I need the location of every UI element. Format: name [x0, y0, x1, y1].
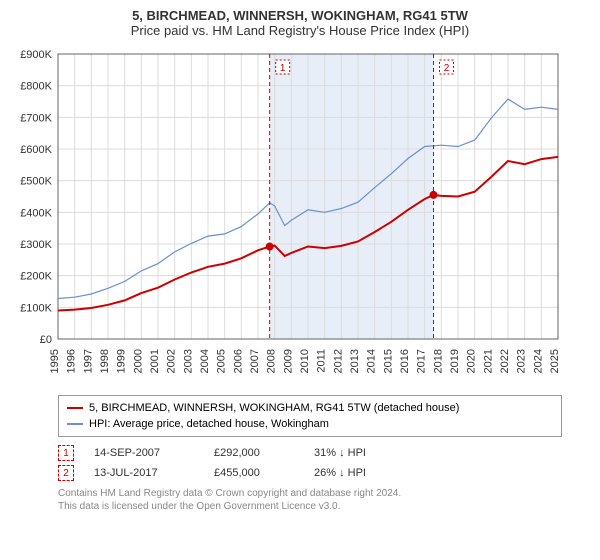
sale-price: £292,000: [214, 447, 294, 459]
legend-label: 5, BIRCHMEAD, WINNERSH, WOKINGHAM, RG41 …: [89, 402, 459, 414]
x-tick-label: 2024: [532, 349, 544, 373]
x-tick-label: 2020: [466, 349, 478, 373]
credits: Contains HM Land Registry data © Crown c…: [58, 487, 562, 513]
credits-line-2: This data is licensed under the Open Gov…: [58, 500, 562, 513]
y-tick-label: £700K: [20, 112, 52, 124]
x-tick-label: 2012: [332, 349, 344, 373]
legend-row: 5, BIRCHMEAD, WINNERSH, WOKINGHAM, RG41 …: [67, 400, 553, 416]
y-tick-label: £200K: [20, 271, 52, 283]
y-tick-label: £400K: [20, 207, 52, 219]
y-tick-label: £0: [40, 334, 52, 346]
legend-label: HPI: Average price, detached house, Woki…: [89, 418, 329, 430]
x-tick-label: 2006: [232, 349, 244, 373]
title-line-2: Price paid vs. HM Land Registry's House …: [8, 23, 592, 38]
chart-title-block: 5, BIRCHMEAD, WINNERSH, WOKINGHAM, RG41 …: [8, 8, 592, 38]
x-tick-label: 2016: [399, 349, 411, 373]
legend: 5, BIRCHMEAD, WINNERSH, WOKINGHAM, RG41 …: [58, 395, 562, 437]
sale-marker-number: 1: [280, 63, 286, 74]
x-tick-label: 2002: [166, 349, 178, 373]
sale-delta: 31% ↓ HPI: [314, 447, 366, 459]
x-tick-label: 2003: [182, 349, 194, 373]
sale-date: 14-SEP-2007: [94, 447, 194, 459]
chart-container: £0 £100K £200K £300K £400K £500K £600K £700K £80…: [8, 44, 592, 389]
x-tick-label: 2018: [432, 349, 444, 373]
y-tick-label: £300K: [20, 239, 52, 251]
sale-badge: 1: [58, 445, 74, 461]
x-tick-label: 2017: [416, 349, 428, 373]
legend-swatch: [67, 423, 83, 424]
sale-delta: 26% ↓ HPI: [314, 467, 366, 479]
y-tick-label: £100K: [20, 302, 52, 314]
x-tick-label: 2015: [382, 349, 394, 373]
sale-marker-dot: [430, 191, 438, 199]
x-tick-label: 1999: [116, 349, 128, 373]
sale-row: 2 13-JUL-2017 £455,000 26% ↓ HPI: [58, 463, 562, 483]
legend-row: HPI: Average price, detached house, Woki…: [67, 416, 553, 432]
sale-row: 1 14-SEP-2007 £292,000 31% ↓ HPI: [58, 443, 562, 463]
sale-badge: 2: [58, 465, 74, 481]
y-tick-label: £500K: [20, 176, 52, 188]
x-tick-label: 2022: [499, 349, 511, 373]
x-tick-label: 2013: [349, 349, 361, 373]
y-tick-label: £800K: [20, 81, 52, 93]
x-tick-label: 2019: [449, 349, 461, 373]
x-tick-label: 1998: [99, 349, 111, 373]
y-tick-label: £600K: [20, 144, 52, 156]
sale-marker-dot: [266, 243, 274, 251]
x-tick-label: 1996: [66, 349, 78, 373]
y-tick-label: £900K: [20, 49, 52, 61]
x-tick-label: 2010: [299, 349, 311, 373]
x-tick-label: 2005: [216, 349, 228, 373]
x-tick-label: 2007: [249, 349, 261, 373]
price-chart: £0 £100K £200K £300K £400K £500K £600K £700K £80…: [8, 44, 568, 384]
sale-marker-number: 2: [444, 63, 450, 74]
x-tick-label: 2021: [482, 349, 494, 373]
x-tick-label: 2009: [282, 349, 294, 373]
x-tick-label: 2023: [516, 349, 528, 373]
title-line-1: 5, BIRCHMEAD, WINNERSH, WOKINGHAM, RG41 …: [8, 8, 592, 23]
x-tick-label: 1997: [82, 349, 94, 373]
x-tick-label: 2011: [316, 349, 328, 373]
x-tick-label: 2008: [266, 349, 278, 373]
x-tick-label: 2025: [549, 349, 561, 373]
legend-swatch: [67, 407, 83, 409]
x-tick-label: 2004: [199, 349, 211, 373]
credits-line-1: Contains HM Land Registry data © Crown c…: [58, 487, 562, 500]
sale-price: £455,000: [214, 467, 294, 479]
x-tick-label: 2000: [132, 349, 144, 373]
x-tick-label: 2001: [149, 349, 161, 373]
x-tick-label: 1995: [49, 349, 61, 373]
sale-date: 13-JUL-2017: [94, 467, 194, 479]
x-tick-label: 2014: [366, 349, 378, 373]
sales-table: 1 14-SEP-2007 £292,000 31% ↓ HPI 2 13-JUL-201…: [58, 443, 562, 483]
